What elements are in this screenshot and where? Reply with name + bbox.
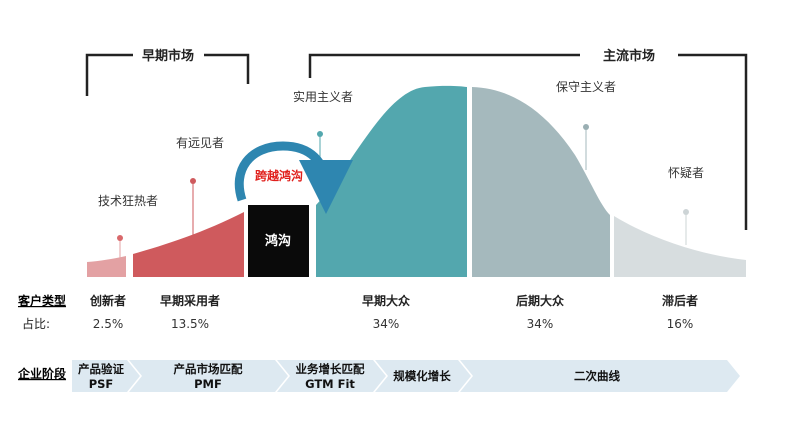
stage-psf-line1: 产品验证: [78, 362, 124, 376]
stage-pmf-line1: 产品市场匹配: [174, 362, 243, 376]
label-innovators: 技术狂热者: [98, 194, 158, 208]
share-laggards: 16%: [667, 317, 694, 331]
stage-gtm-chevron: [277, 360, 386, 392]
label-early-adopters: 有远见者: [176, 136, 224, 150]
early-market-bracket: 早期市场: [85, 48, 250, 96]
mainstream-market-bracket: 主流市场: [308, 48, 748, 230]
curve-early-adopters: [133, 212, 244, 277]
customer-type-laggards: 滞后者: [662, 293, 698, 308]
stage-gtm-line2: GTM Fit: [305, 377, 355, 391]
stage-second-curve-line1: 二次曲线: [574, 369, 620, 383]
pin-early-adopters: [190, 178, 196, 240]
customer-type-early-adopters: 早期采用者: [160, 293, 220, 308]
curve-early-majority: [316, 85, 467, 277]
stage-scale-line1: 规模化增长: [393, 369, 451, 383]
stage-gtm-line1: 业务增长匹配: [296, 362, 365, 376]
customer-type-title: 客户类型: [17, 293, 66, 308]
stage-pmf-chevron: [129, 360, 288, 392]
stage-second-curve-chevron: [460, 360, 740, 392]
curve-innovators: [87, 256, 126, 277]
chasm-arrow: [234, 141, 353, 214]
customer-type-innovators: 创新者: [89, 293, 126, 308]
share-early-majority: 34%: [373, 317, 400, 331]
label-laggards: 怀疑者: [668, 165, 704, 180]
pin-laggards: [683, 209, 689, 245]
share-early-adopters: 13.5%: [171, 317, 209, 331]
stage-psf-chevron: [72, 360, 140, 392]
chasm-box: [248, 205, 309, 277]
stage-scale-chevron: [375, 360, 471, 392]
customer-type-late-majority: 后期大众: [516, 293, 565, 308]
curve-late-majority: [472, 87, 610, 277]
chasm-box-label: 鸿沟: [265, 233, 291, 249]
pin-innovators: [117, 235, 123, 262]
stage-chevrons: [72, 360, 740, 392]
label-late-majority: 保守主义者: [556, 80, 616, 94]
chasm-arrow-label: 跨越鸿沟: [255, 168, 303, 183]
stage-title: 企业阶段: [17, 366, 67, 381]
customer-type-early-majority: 早期大众: [362, 293, 411, 308]
mainstream-market-label: 主流市场: [603, 48, 655, 64]
early-market-label: 早期市场: [142, 48, 194, 64]
share-innovators: 2.5%: [93, 317, 124, 331]
share-title: 占比:: [22, 316, 50, 331]
share-late-majority: 34%: [527, 317, 554, 331]
pin-late-majority: [583, 124, 589, 170]
curve-laggards: [614, 216, 746, 277]
stage-pmf-line2: PMF: [194, 377, 222, 391]
stage-psf-line2: PSF: [89, 377, 114, 391]
label-early-majority: 实用主义者: [293, 89, 353, 104]
